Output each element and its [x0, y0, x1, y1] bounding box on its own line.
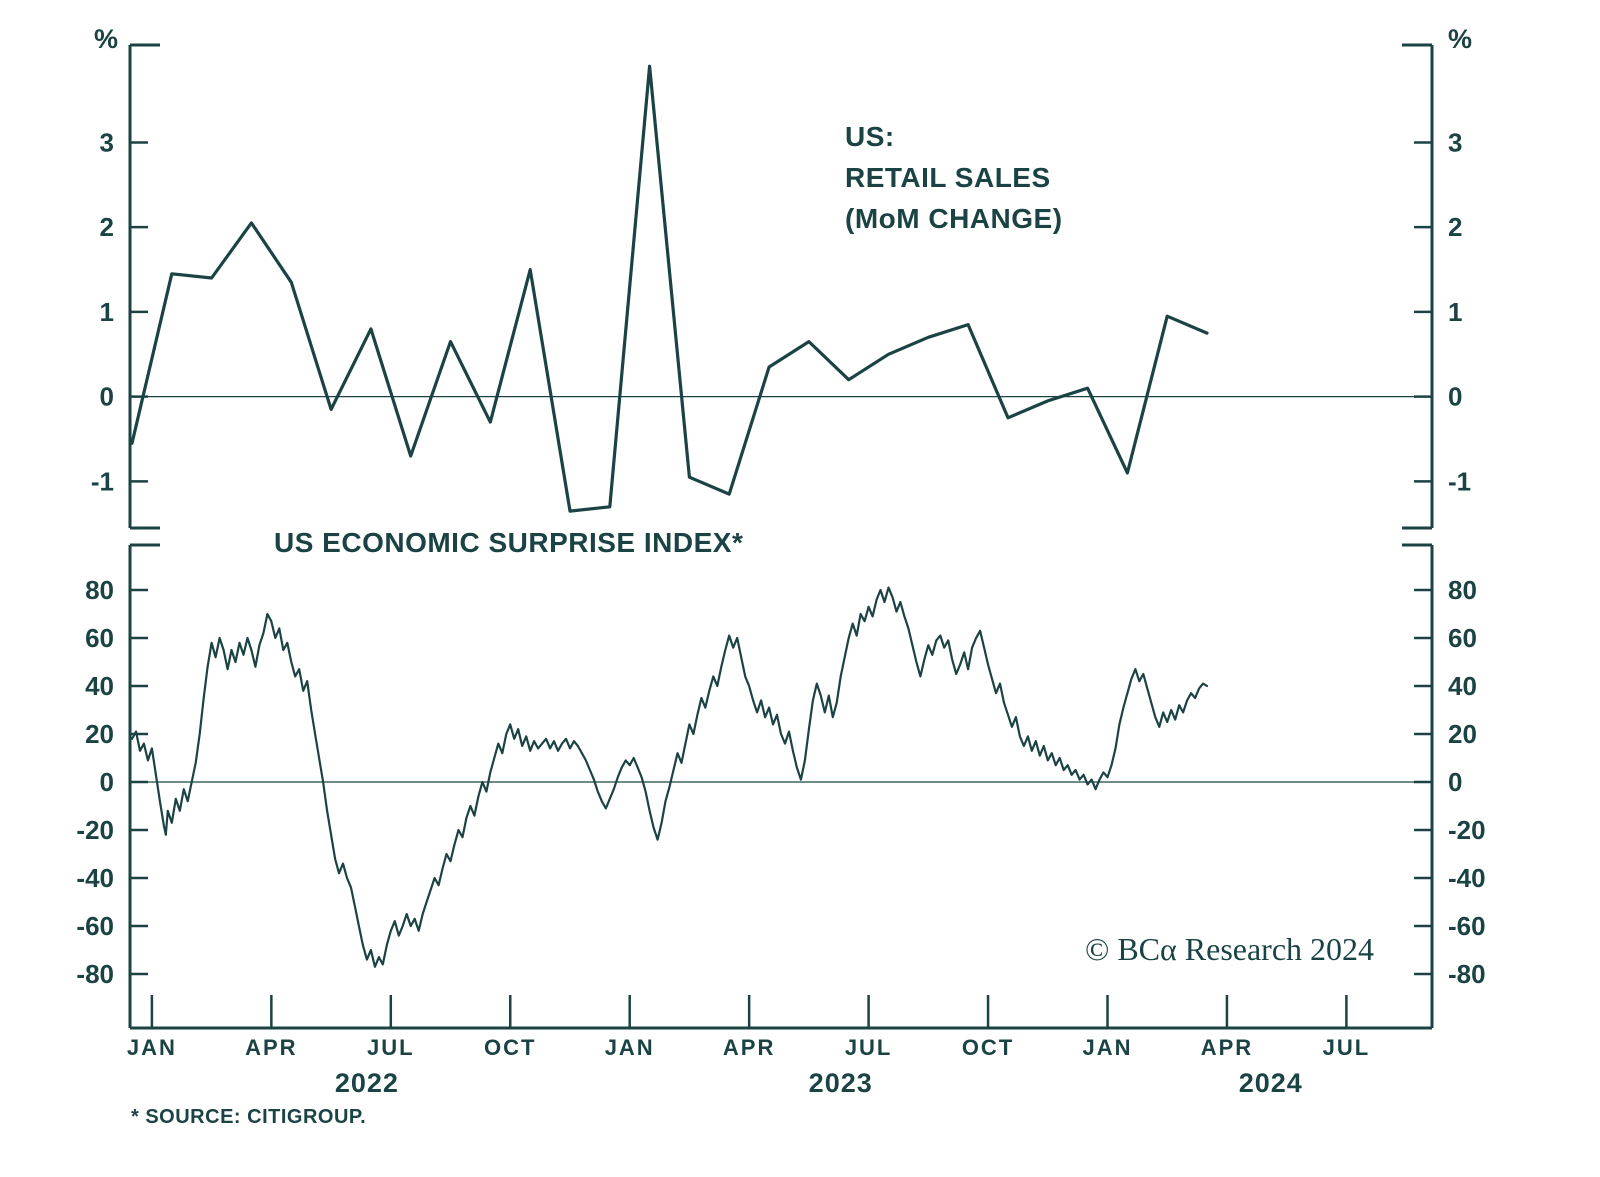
svg-text:40: 40 [1448, 671, 1477, 701]
svg-text:JAN: JAN [127, 1035, 177, 1060]
svg-text:1: 1 [100, 297, 114, 327]
svg-text:40: 40 [85, 671, 114, 701]
svg-text:2023: 2023 [809, 1068, 873, 1098]
svg-text:0: 0 [100, 382, 114, 412]
svg-text:-20: -20 [1448, 815, 1486, 845]
top-title-line2: RETAIL SALES [845, 162, 1051, 193]
svg-text:0: 0 [100, 767, 114, 797]
svg-text:2: 2 [100, 212, 114, 242]
svg-text:0: 0 [1448, 767, 1462, 797]
svg-text:-40: -40 [1448, 863, 1486, 893]
svg-text:JAN: JAN [605, 1035, 655, 1060]
svg-text:APR: APR [1201, 1035, 1253, 1060]
svg-text:-20: -20 [76, 815, 114, 845]
svg-text:OCT: OCT [962, 1035, 1014, 1060]
svg-text:2022: 2022 [335, 1068, 399, 1098]
svg-text:3: 3 [100, 127, 114, 157]
svg-text:-80: -80 [76, 959, 114, 989]
svg-text:JUL: JUL [367, 1035, 415, 1060]
top-panel-title: US: RETAIL SALES (MoM CHANGE) [845, 116, 1063, 239]
svg-text:1: 1 [1448, 297, 1462, 327]
svg-text:80: 80 [1448, 575, 1477, 605]
svg-text:60: 60 [1448, 623, 1477, 653]
y-axis-unit-right: % [1448, 24, 1473, 54]
svg-text:-60: -60 [1448, 911, 1486, 941]
svg-text:20: 20 [85, 719, 114, 749]
svg-text:APR: APR [723, 1035, 775, 1060]
source-footnote: * SOURCE: CITIGROUP. [131, 1106, 367, 1128]
svg-text:20: 20 [1448, 719, 1477, 749]
top-title-line3: (MoM CHANGE) [845, 203, 1063, 234]
svg-text:2024: 2024 [1239, 1068, 1303, 1098]
svg-text:80: 80 [85, 575, 114, 605]
svg-text:JUL: JUL [845, 1035, 893, 1060]
bottom-panel-title: US ECONOMIC SURPRISE INDEX* [274, 527, 744, 558]
svg-text:JAN: JAN [1082, 1035, 1132, 1060]
svg-text:-80: -80 [1448, 959, 1486, 989]
svg-text:-1: -1 [91, 466, 114, 496]
svg-text:2: 2 [1448, 212, 1462, 242]
svg-text:JUL: JUL [1323, 1035, 1371, 1060]
svg-text:-1: -1 [1448, 466, 1471, 496]
copyright-note: © BCα Research 2024 [1085, 931, 1375, 967]
top-title-line1: US: [845, 121, 895, 152]
svg-text:-40: -40 [76, 863, 114, 893]
svg-text:APR: APR [245, 1035, 297, 1060]
svg-text:3: 3 [1448, 127, 1462, 157]
svg-text:0: 0 [1448, 382, 1462, 412]
svg-text:OCT: OCT [484, 1035, 536, 1060]
y-axis-unit-left: % [94, 24, 119, 54]
svg-text:60: 60 [85, 623, 114, 653]
svg-text:-60: -60 [76, 911, 114, 941]
